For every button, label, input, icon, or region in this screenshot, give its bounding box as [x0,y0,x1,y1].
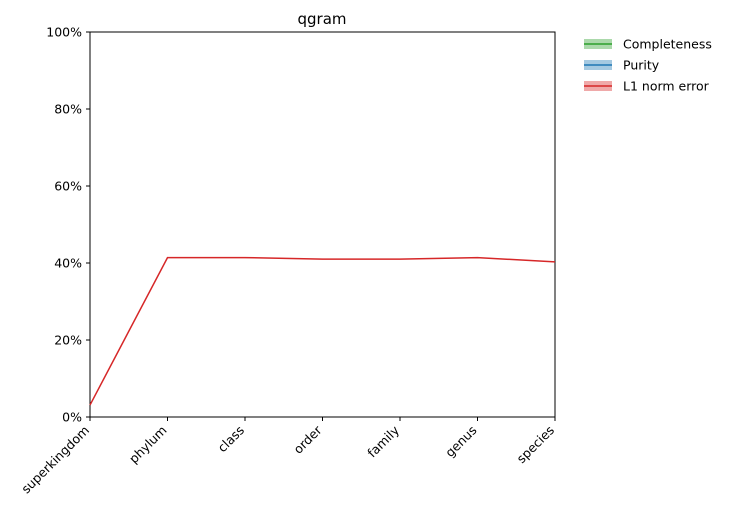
legend-label: L1 norm error [623,79,710,94]
x-tick-label: phylum [126,423,170,467]
x-tick-label: genus [442,423,479,460]
legend-label: Completeness [623,37,712,52]
legend-label: Purity [623,58,660,73]
x-tick-label: superkingdom [18,423,92,497]
y-tick-label: 80% [54,102,82,117]
line-series [89,256,556,406]
x-tick-label: class [215,423,248,456]
y-tick-label: 0% [62,410,82,425]
y-tick-label: 60% [54,179,82,194]
x-tick-label: species [514,423,558,467]
x-tick-label: family [364,422,402,460]
y-tick-label: 100% [46,25,82,40]
y-tick-label: 40% [54,256,82,271]
plot-frame [89,31,556,418]
x-tick-label: order [290,422,325,457]
chart-title: qgram [297,10,346,28]
y-tick-label: 20% [54,333,82,348]
